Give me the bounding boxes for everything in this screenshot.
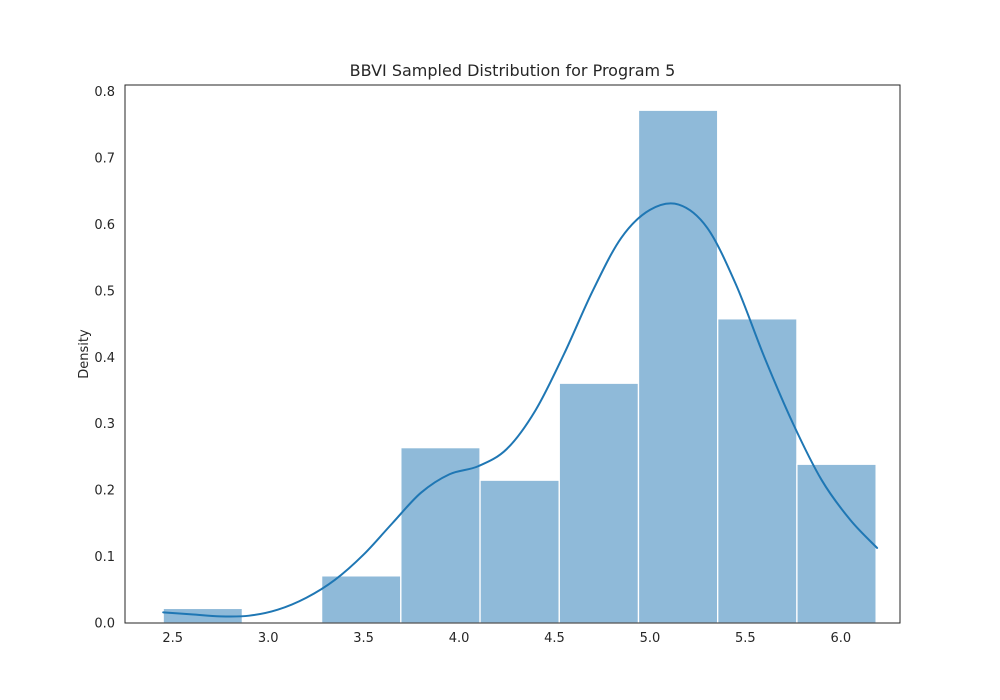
kde-layer bbox=[162, 202, 879, 618]
bars-layer bbox=[162, 109, 877, 624]
histogram-bar bbox=[479, 479, 560, 624]
x-tick-label: 2.5 bbox=[162, 631, 183, 646]
histogram-bar bbox=[320, 575, 402, 624]
histogram-bar bbox=[637, 109, 719, 624]
y-tick-label: 0.2 bbox=[94, 484, 115, 499]
chart-title: BBVI Sampled Distribution for Program 5 bbox=[350, 61, 676, 80]
x-tick-label: 5.5 bbox=[735, 631, 756, 646]
y-tick-label: 0.7 bbox=[94, 152, 115, 167]
x-tick-label: 4.0 bbox=[449, 631, 470, 646]
y-tick-label: 0.6 bbox=[94, 218, 115, 233]
x-tick-label: 6.0 bbox=[830, 631, 851, 646]
y-tick-label: 0.5 bbox=[94, 284, 115, 299]
y-axis-label: Density bbox=[77, 329, 92, 379]
y-tick-label: 0.3 bbox=[94, 417, 115, 432]
y-tick-label: 0.4 bbox=[94, 351, 115, 366]
x-axis-ticks: 2.5 3.0 3.5 4.0 4.5 5.0 5.5 6.0 bbox=[162, 631, 851, 646]
y-axis-ticks: 0.0 0.1 0.2 0.3 0.4 0.5 0.6 0.7 0.8 bbox=[94, 85, 115, 631]
x-tick-label: 3.5 bbox=[353, 631, 374, 646]
histogram-bar bbox=[558, 382, 640, 624]
x-tick-label: 3.0 bbox=[258, 631, 279, 646]
histogram-bar bbox=[717, 318, 798, 624]
y-tick-label: 0.1 bbox=[94, 550, 115, 565]
y-tick-label: 0.0 bbox=[94, 617, 115, 632]
plot-frame bbox=[124, 84, 901, 624]
x-tick-label: 4.5 bbox=[544, 631, 565, 646]
y-tick-label: 0.8 bbox=[94, 85, 115, 100]
histogram-bar bbox=[796, 463, 877, 624]
kde-curve bbox=[162, 202, 879, 618]
histogram-bar bbox=[400, 447, 481, 624]
x-tick-label: 5.0 bbox=[640, 631, 661, 646]
